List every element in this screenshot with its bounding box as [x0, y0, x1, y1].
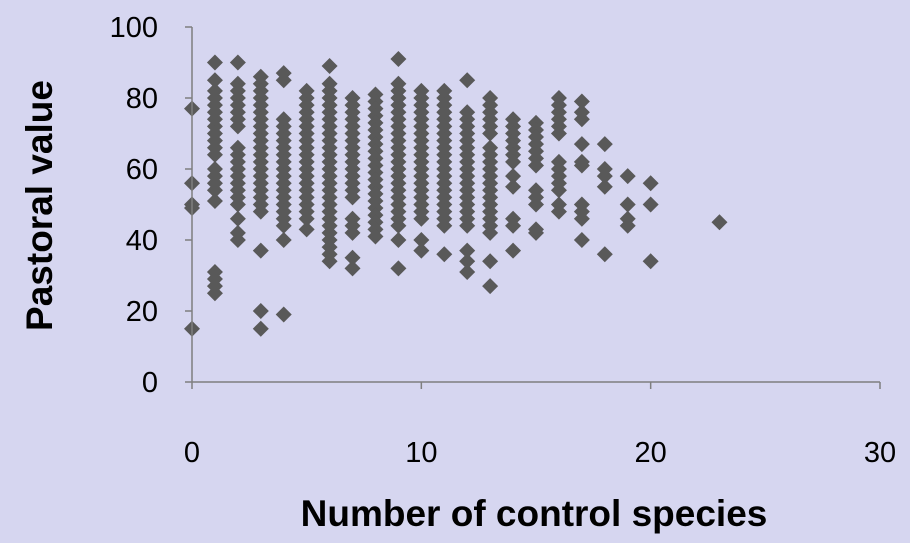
data-point — [482, 253, 499, 270]
data-point — [206, 72, 223, 89]
data-point — [252, 320, 269, 337]
data-point — [550, 182, 567, 199]
x-tick-label: 0 — [184, 437, 200, 469]
y-axis-ticks: 0 20 40 60 80 100 — [110, 12, 192, 399]
data-point — [642, 196, 659, 213]
y-tick-label: 20 — [126, 296, 158, 328]
data-point — [321, 58, 338, 75]
data-point — [482, 224, 499, 241]
x-axis-title: Number of control species — [301, 493, 768, 534]
data-point — [321, 253, 338, 270]
data-point — [596, 136, 613, 153]
data-point — [459, 217, 476, 234]
data-point — [390, 217, 407, 234]
data-point — [711, 214, 728, 231]
data-point — [413, 232, 430, 248]
data-point — [550, 125, 567, 142]
data-point — [252, 203, 269, 220]
y-tick-label: 100 — [110, 12, 158, 44]
data-point — [482, 278, 499, 295]
x-axis-ticks: 0 10 20 30 — [184, 382, 896, 469]
data-point — [528, 196, 544, 213]
data-point — [619, 217, 636, 234]
data-point — [275, 72, 292, 89]
data-point — [206, 285, 223, 302]
data-point — [528, 157, 544, 174]
y-tick-label: 40 — [126, 225, 158, 257]
data-point — [573, 136, 590, 153]
data-point — [344, 224, 361, 241]
data-point — [229, 232, 246, 248]
data-point — [436, 246, 453, 263]
data-point — [459, 253, 476, 270]
data-point — [596, 168, 613, 185]
data-point — [573, 93, 590, 110]
data-point — [505, 217, 522, 234]
data-point — [390, 260, 407, 277]
y-tick-label: 60 — [126, 154, 158, 186]
data-point — [229, 118, 246, 135]
data-point — [229, 210, 246, 227]
data-point — [390, 50, 407, 67]
data-point — [252, 242, 269, 259]
data-point — [413, 242, 430, 259]
data-point — [298, 221, 315, 238]
data-point — [619, 168, 636, 185]
data-point — [206, 146, 223, 163]
data-point — [550, 203, 567, 220]
data-point — [275, 306, 292, 323]
data-point — [344, 249, 361, 266]
data-point — [573, 210, 590, 227]
data-point — [344, 260, 361, 277]
y-axis-title: Pastoral value — [19, 80, 60, 331]
data-point — [573, 157, 590, 174]
data-point — [573, 232, 590, 248]
data-point — [206, 182, 223, 199]
data-point — [596, 178, 613, 195]
data-point — [528, 224, 544, 241]
data-point — [229, 196, 246, 213]
data-point — [275, 232, 292, 248]
data-point — [596, 246, 613, 263]
data-point — [459, 72, 476, 89]
data-point — [642, 175, 659, 192]
data-point — [206, 192, 223, 209]
data-point — [619, 196, 636, 213]
data-point — [298, 210, 315, 227]
data-points — [184, 50, 728, 337]
x-tick-label: 30 — [864, 437, 896, 469]
data-point — [275, 217, 292, 234]
data-point — [390, 232, 407, 248]
x-tick-label: 10 — [405, 437, 437, 469]
data-point — [252, 303, 269, 319]
data-point — [436, 217, 453, 234]
data-point — [505, 242, 522, 259]
y-tick-label: 80 — [126, 83, 158, 115]
data-point — [505, 168, 522, 185]
x-tick-label: 20 — [635, 437, 667, 469]
data-point — [344, 189, 361, 206]
data-point — [229, 54, 246, 71]
data-point — [459, 242, 476, 259]
data-point — [413, 210, 430, 227]
data-point — [367, 228, 384, 245]
data-point — [482, 125, 499, 142]
y-tick-label: 0 — [142, 367, 158, 399]
data-point — [642, 253, 659, 270]
data-point — [206, 54, 223, 71]
data-point — [459, 263, 476, 280]
data-point — [573, 111, 590, 128]
data-point — [505, 178, 522, 195]
data-point — [505, 153, 522, 170]
